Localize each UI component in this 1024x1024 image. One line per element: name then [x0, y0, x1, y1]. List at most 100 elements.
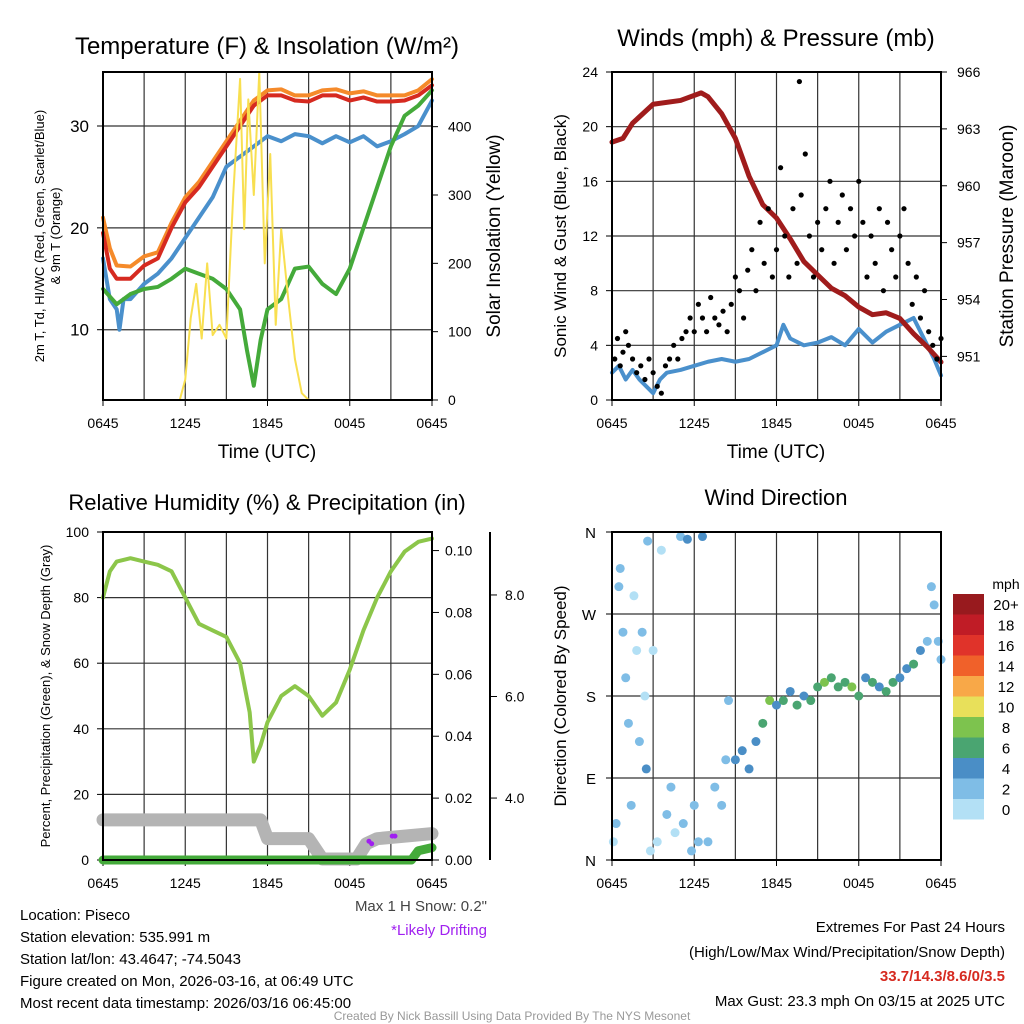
gust-point: [666, 356, 673, 362]
wind-direction-point: [744, 764, 754, 774]
wind-direction-point: [640, 691, 650, 701]
chart-title-3: Wind Direction: [704, 485, 847, 510]
wind-direction-point: [656, 545, 666, 555]
wind-direction-point: [867, 677, 877, 687]
gust-point: [716, 322, 722, 328]
gust-point: [634, 370, 640, 376]
wind-direction-point: [608, 837, 618, 847]
legend-swatch-6: [953, 737, 984, 758]
wind-direction-point: [666, 782, 676, 792]
plot-frame-3: [611, 531, 942, 861]
wind-direction-point: [792, 700, 802, 710]
wind-direction-point: [637, 627, 647, 637]
gust-point: [691, 329, 697, 335]
latlon-text: Station lat/lon: 43.4647; -74.5043: [20, 951, 242, 968]
y-tick-label-right: 0.04: [445, 728, 472, 744]
gust-point: [757, 219, 763, 225]
legend-swatch-0: [953, 799, 984, 820]
series-2m-td: [101, 88, 434, 388]
wind-direction-point: [813, 682, 823, 692]
y-tick-label-right: 400: [448, 119, 472, 135]
y-axis-label-right: Station Pressure (Maroon): [997, 125, 1018, 348]
y-tick-label-right: 966: [957, 64, 981, 80]
x-tick-label: 1245: [679, 875, 710, 891]
gust-point: [720, 308, 726, 314]
extremes-title: Extremes For Past 24 Hours: [815, 919, 1005, 936]
gust-point: [736, 288, 743, 294]
legend-swatch-18: [953, 614, 984, 635]
wind-direction-point: [611, 819, 621, 829]
y-tick-label-right: 0.08: [445, 604, 472, 620]
chart-title-2: Relative Humidity (%) & Precipitation (i…: [68, 490, 465, 515]
gust-point: [638, 363, 644, 369]
y-axis-label: 2m T, Td, HI/WC (Red, Green, Scarlet/Blu…: [32, 110, 47, 362]
y-tick-label: 30: [70, 117, 89, 136]
legend-swatch-2: [953, 778, 984, 799]
legend-swatch-16: [953, 635, 984, 656]
direction-tick-label: N: [585, 853, 596, 870]
wind-direction-point: [641, 764, 651, 774]
gust-point: [847, 206, 854, 212]
gust-point: [646, 356, 652, 362]
y-tick-label: 100: [66, 524, 90, 540]
y-axis-label-right: Solar Insolation (Yellow): [484, 134, 505, 337]
gust-point: [901, 206, 907, 212]
wind-direction-point: [730, 755, 740, 765]
wind-direction-point: [645, 846, 655, 856]
y-axis-label: Sonic Wind & Gust (Blue, Black): [551, 114, 570, 358]
y-tick-label-right: 957: [957, 235, 981, 251]
location-text: Location: Piseco: [20, 907, 131, 924]
gust-point: [724, 329, 730, 335]
y-tick-label: 16: [582, 173, 598, 189]
gust-point: [921, 288, 928, 294]
gust-point: [765, 206, 771, 212]
y-tick-label: 10: [70, 321, 89, 340]
wind-direction-point: [648, 645, 658, 655]
gust-point: [612, 356, 618, 362]
legend-swatch-14: [953, 655, 984, 676]
gust-point: [831, 260, 837, 266]
x-tick-label: 0045: [843, 875, 874, 891]
legend-label: 16: [998, 638, 1015, 655]
direction-tick-label: S: [586, 689, 596, 706]
gust-point: [708, 294, 714, 301]
gust-point: [614, 335, 621, 342]
wind-direction-point: [682, 534, 692, 544]
plot-frame-2: [102, 531, 433, 861]
gust-point: [623, 329, 629, 335]
wind-direction-point: [819, 677, 829, 687]
wind-direction-point: [689, 800, 699, 810]
gust-point: [806, 233, 813, 239]
gust-point: [749, 247, 755, 253]
y-tick-label-right: 963: [957, 121, 981, 137]
legend-label: 4: [1002, 761, 1010, 778]
gust-point: [745, 267, 751, 273]
x-tick-label: 0645: [596, 415, 627, 431]
x-tick-label: 1245: [679, 415, 710, 431]
gust-point: [835, 219, 841, 225]
y-tick-label-right: 0.00: [445, 852, 472, 868]
x-axis-label: Time (UTC): [218, 442, 317, 463]
legend-swatch-10: [953, 696, 984, 717]
wind-direction-point: [902, 664, 912, 674]
direction-tick-label: E: [586, 771, 596, 788]
legend-label: 20+: [993, 597, 1019, 614]
y-tick-label: 20: [582, 119, 598, 135]
gust-point: [773, 247, 780, 253]
gust-point: [913, 274, 919, 280]
series-pressure: [609, 90, 944, 365]
wind-direction-point: [881, 686, 891, 696]
gust-point: [712, 315, 718, 321]
created-text: Figure created on Mon, 2026-03-16, at 06…: [20, 973, 354, 990]
gust-point: [798, 192, 804, 198]
gust-point: [794, 260, 800, 266]
wind-direction-point: [778, 696, 788, 706]
legend-label: 0: [1002, 802, 1010, 819]
wind-direction-point: [785, 686, 795, 696]
y-tick-label-right: 951: [957, 348, 981, 364]
gust-point: [839, 192, 845, 198]
wind-direction-point: [888, 677, 898, 687]
wind-direction-point: [721, 755, 731, 765]
gust-point: [802, 151, 808, 157]
gust-point: [786, 274, 792, 280]
